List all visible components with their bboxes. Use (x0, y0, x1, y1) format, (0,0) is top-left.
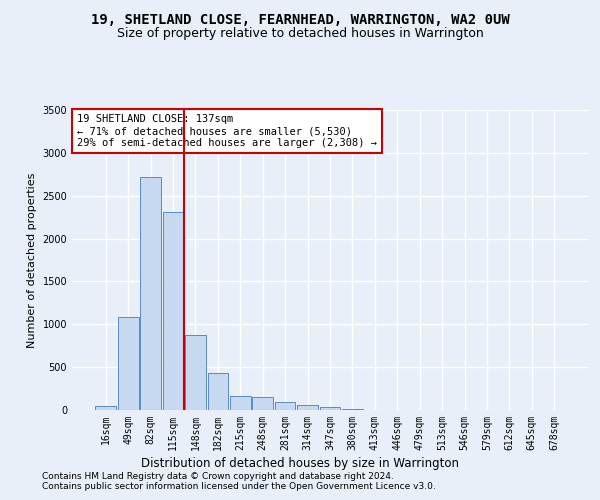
Text: Contains HM Land Registry data © Crown copyright and database right 2024.: Contains HM Land Registry data © Crown c… (42, 472, 394, 481)
Text: Contains public sector information licensed under the Open Government Licence v3: Contains public sector information licen… (42, 482, 436, 491)
Bar (230, 396, 251, 410)
Text: 19, SHETLAND CLOSE, FEARNHEAD, WARRINGTON, WA2 0UW: 19, SHETLAND CLOSE, FEARNHEAD, WARRINGTO… (91, 12, 509, 26)
Bar (253, 396, 273, 410)
Bar (320, 406, 340, 410)
Bar (208, 373, 228, 410)
Bar (163, 212, 184, 410)
Bar (118, 316, 139, 410)
Bar (185, 334, 206, 410)
Text: Distribution of detached houses by size in Warrington: Distribution of detached houses by size … (141, 458, 459, 470)
Text: Size of property relative to detached houses in Warrington: Size of property relative to detached ho… (116, 28, 484, 40)
Bar (140, 177, 161, 410)
Bar (342, 409, 363, 410)
Bar (95, 406, 116, 410)
Text: 19 SHETLAND CLOSE: 137sqm
← 71% of detached houses are smaller (5,530)
29% of se: 19 SHETLAND CLOSE: 137sqm ← 71% of detac… (77, 114, 377, 148)
Bar (275, 402, 295, 410)
Bar (297, 405, 318, 410)
Y-axis label: Number of detached properties: Number of detached properties (27, 172, 37, 348)
